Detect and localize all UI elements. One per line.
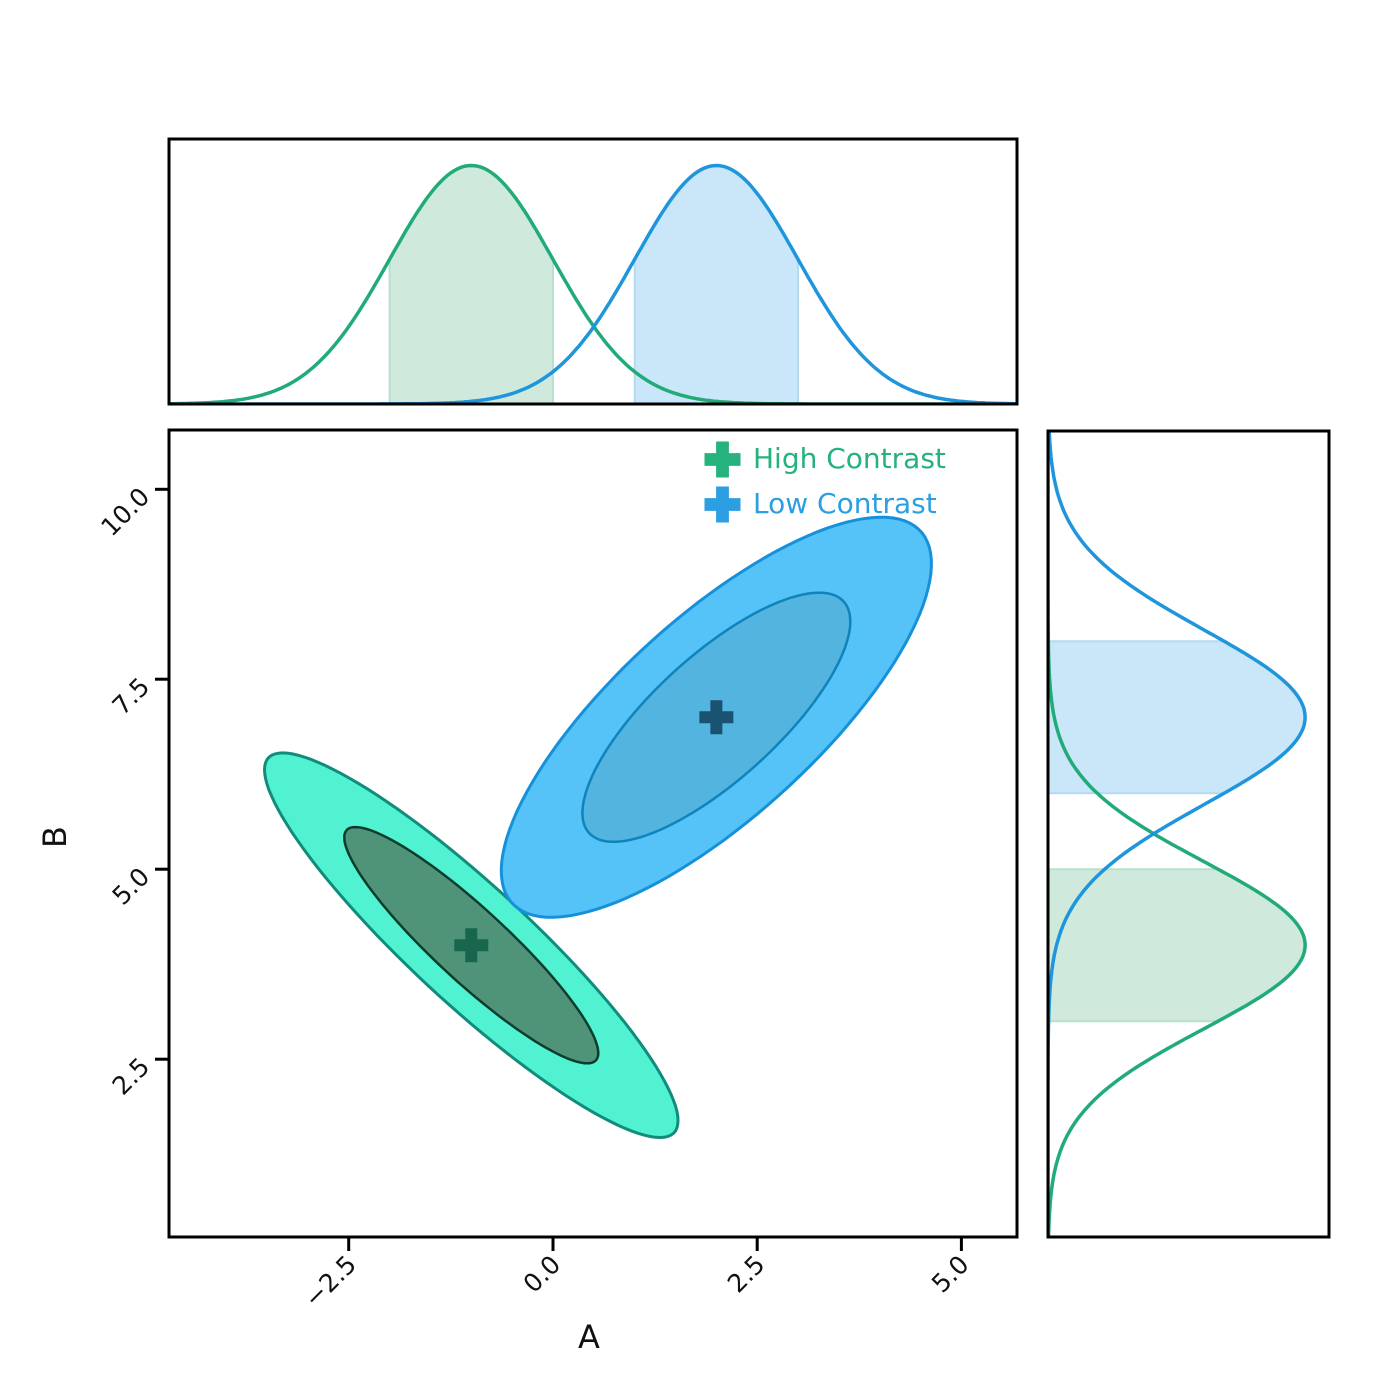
top-marginal-panel — [169, 163, 1017, 404]
plus-icon — [704, 441, 741, 478]
y-tick-label: 10.0 — [95, 482, 155, 542]
right-marginal-panel — [1048, 431, 1307, 1237]
legend: High Contrast Low Contrast — [704, 438, 946, 525]
y-axis-label: B — [36, 826, 74, 848]
x-tick-label: −2.5 — [299, 1250, 362, 1313]
legend-label-high-contrast: High Contrast — [753, 442, 946, 475]
plus-icon — [704, 486, 741, 523]
x-tick-label: 5.0 — [926, 1250, 975, 1299]
legend-label-low-contrast: Low Contrast — [753, 487, 937, 520]
legend-item-low-contrast: Low Contrast — [704, 483, 946, 525]
center-plus-marker — [699, 700, 734, 735]
x-tick-label: 2.5 — [722, 1250, 771, 1299]
y-tick-label: 5.0 — [107, 862, 156, 911]
center-plus-marker — [454, 928, 489, 963]
legend-item-high-contrast: High Contrast — [704, 438, 946, 480]
y-tick-label: 7.5 — [107, 672, 156, 721]
x-tick-label: 0.0 — [518, 1250, 567, 1299]
x-axis-label: A — [578, 1318, 600, 1356]
y-tick-label: 2.5 — [107, 1052, 156, 1101]
joint-panel — [262, 515, 933, 1140]
